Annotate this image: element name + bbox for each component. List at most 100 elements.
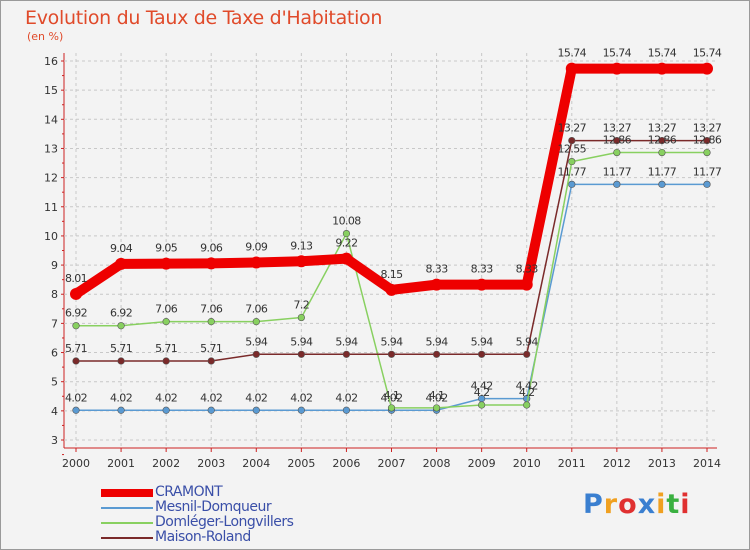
logo-letter: o	[618, 489, 638, 520]
data-label: 5.94	[380, 335, 403, 348]
x-tick-label: 2007	[378, 457, 406, 470]
series-point-1	[703, 180, 711, 188]
legend-label: Domléger-Longvillers	[155, 514, 294, 530]
data-label: 4.2	[474, 386, 490, 399]
data-label: 13.27	[558, 122, 587, 135]
x-tick-label: 2005	[287, 457, 315, 470]
series-point-0	[205, 257, 218, 270]
series-point-2	[387, 404, 396, 412]
series-point-2	[613, 148, 621, 157]
data-label: 4.02	[110, 391, 132, 404]
y-tick-label: 3	[51, 434, 58, 447]
x-tick-label: 2008	[423, 457, 451, 470]
logo-letter: i	[680, 489, 691, 520]
series-point-1	[342, 406, 351, 414]
y-tick-label: 5	[51, 376, 58, 389]
data-label: 15.74	[648, 47, 677, 60]
legend-swatch	[101, 522, 153, 524]
series-point-3	[72, 357, 80, 365]
data-label: 9.06	[200, 241, 223, 254]
data-label: 11.77	[603, 165, 632, 178]
data-label: 11.77	[648, 165, 677, 178]
series-point-2	[297, 313, 305, 322]
y-tick-label: 8	[51, 288, 58, 301]
series-point-2	[523, 401, 531, 409]
y-tick-label: 12	[44, 172, 58, 185]
x-tick-label: 2011	[558, 457, 586, 470]
series-point-2	[72, 322, 80, 330]
data-label: 9.22	[335, 237, 357, 250]
series-point-3	[207, 357, 215, 365]
logo-letter: P	[583, 489, 604, 520]
data-label: 8.01	[65, 272, 87, 285]
series-point-2	[162, 318, 170, 326]
y-tick-label: 11	[44, 201, 58, 214]
x-tick-label: 2009	[468, 457, 496, 470]
y-tick-label: 15	[44, 84, 58, 97]
data-label: 4.2	[519, 386, 535, 399]
data-label: 7.2	[294, 299, 310, 312]
data-label: 13.27	[693, 122, 722, 135]
data-label: 15.74	[603, 47, 632, 60]
series-point-3	[342, 350, 351, 358]
series-point-0	[610, 62, 623, 75]
x-tick-label: 2006	[332, 457, 360, 470]
y-tick-label: 9	[51, 259, 58, 272]
series-point-0	[475, 278, 488, 291]
data-label: 7.06	[200, 303, 223, 316]
data-label: 5.94	[335, 335, 358, 348]
data-label: 12.86	[693, 134, 722, 147]
data-label: 9.09	[245, 240, 268, 253]
series-point-2	[117, 322, 125, 330]
data-label: 6.92	[110, 307, 132, 320]
data-label: 13.27	[603, 122, 632, 135]
data-label: 8.33	[516, 263, 539, 276]
data-label: 5.94	[471, 335, 494, 348]
series-point-3	[432, 350, 441, 358]
y-tick-label: 16	[44, 55, 58, 68]
series-point-3	[297, 350, 305, 358]
data-label: 11.77	[558, 165, 587, 178]
x-tick-label: 2002	[152, 457, 180, 470]
series-point-3	[162, 357, 170, 365]
series-point-1	[252, 406, 260, 414]
series-point-3	[252, 350, 260, 358]
y-tick-label: 13	[44, 142, 58, 155]
series-point-0	[295, 255, 308, 268]
series-point-2	[703, 148, 711, 157]
x-tick-label: 2014	[693, 457, 721, 470]
data-label: 4.02	[245, 391, 267, 404]
data-label: 4.02	[200, 391, 222, 404]
series-point-0	[250, 256, 263, 269]
series-point-2	[342, 229, 351, 238]
series-point-0	[520, 278, 533, 291]
series-point-0	[655, 62, 668, 75]
data-label: 4.02	[426, 391, 448, 404]
series-point-0	[701, 62, 713, 75]
data-label: 5.71	[110, 342, 132, 355]
data-label: 5.71	[200, 342, 222, 355]
series-point-0	[430, 278, 443, 291]
data-label: 12.86	[603, 134, 632, 147]
proxiti-logo: Proxiti	[583, 489, 691, 520]
series-point-3	[568, 136, 576, 145]
data-label: 4.02	[290, 391, 312, 404]
data-label: 9.04	[110, 242, 133, 255]
data-label: 4.42	[516, 380, 538, 393]
series-point-2	[432, 404, 441, 412]
legend-swatch	[101, 489, 153, 497]
data-label: 5.71	[155, 342, 177, 355]
series-point-1	[568, 180, 576, 188]
data-label: 4.02	[155, 391, 177, 404]
legend-swatch	[101, 537, 153, 539]
y-tick-label: 14	[44, 113, 58, 126]
series-point-3	[523, 350, 531, 358]
x-tick-label: 2000	[62, 457, 90, 470]
logo-letter: i	[656, 489, 667, 520]
legend-swatch	[101, 507, 153, 509]
x-tick-label: 2001	[107, 457, 135, 470]
y-tick-label: 4	[51, 405, 58, 418]
data-label: 4.42	[471, 380, 493, 393]
data-label: 4.1	[384, 389, 400, 402]
